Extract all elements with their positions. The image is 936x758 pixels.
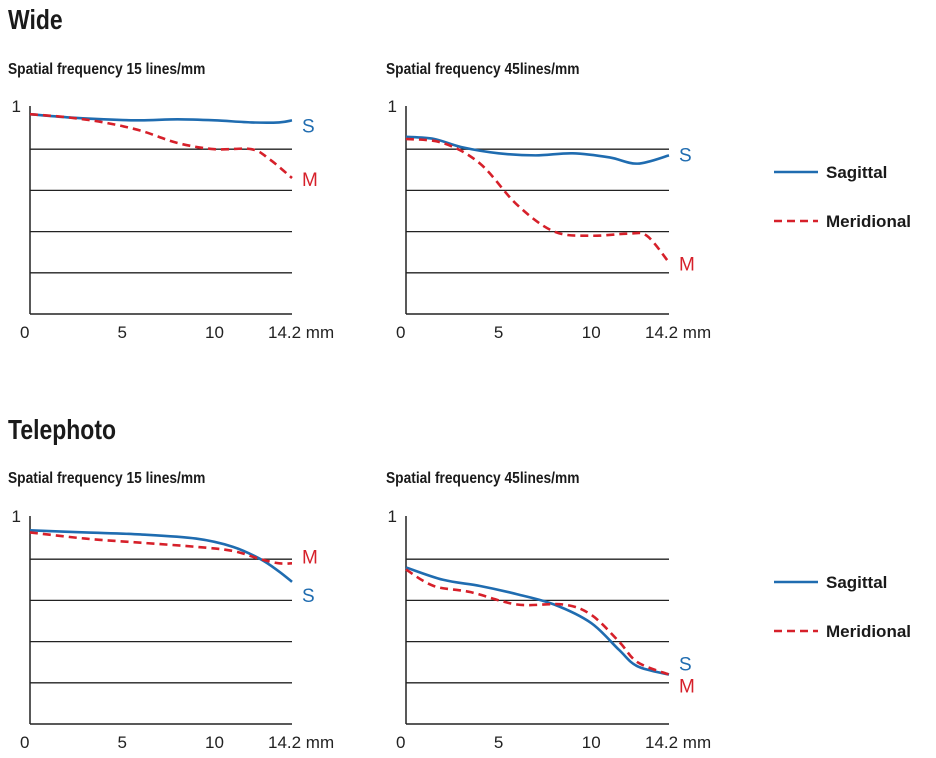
meridional-line-tele-15 [29, 531, 293, 565]
x-tick-label-tele-15-3: 14.2 mm [268, 733, 334, 752]
x-tick-label-tele-45-3: 14.2 mm [645, 733, 711, 752]
legend-telephoto: Sagittal Meridional [774, 573, 911, 641]
meridional-line-wide-45 [405, 137, 671, 264]
legend-label-sagittal: Sagittal [826, 163, 887, 182]
section-title-telephoto: Telephoto [8, 414, 116, 445]
x-tick-label-tele-45-1: 5 [494, 733, 503, 752]
sagittal-line-wide-15 [29, 112, 293, 124]
meridional-end-label-tele-45: M [679, 677, 695, 698]
x-tick-label-tele-15-2: 10 [205, 733, 224, 752]
x-tick-label-wide-45-1: 5 [494, 323, 503, 342]
y-tick-label-wide-45: 1 [388, 97, 397, 116]
meridional-end-label-tele-15: M [302, 547, 318, 568]
x-tick-label-wide-45-3: 14.2 mm [645, 323, 711, 342]
meridional-line-wide-15 [29, 112, 293, 180]
x-tick-label-wide-15-0: 0 [20, 323, 29, 342]
chart-title-wide-15: Spatial frequency 15 lines/mm [8, 61, 206, 78]
x-tick-label-tele-45-0: 0 [396, 733, 405, 752]
sagittal-line-tele-15 [29, 529, 293, 583]
chart-title-tele-45: Spatial frequency 45lines/mm [386, 470, 580, 487]
sagittal-end-label-tele-15: S [302, 586, 315, 607]
legend-label-meridional: Meridional [826, 622, 911, 641]
sagittal-end-label-tele-45: S [679, 655, 692, 676]
y-tick-label-tele-15: 1 [12, 507, 21, 526]
x-tick-label-wide-15-2: 10 [205, 323, 224, 342]
x-tick-label-wide-45-0: 0 [396, 323, 405, 342]
sagittal-end-label-wide-45: S [679, 145, 692, 166]
y-tick-label-tele-45: 1 [388, 507, 397, 526]
x-tick-label-wide-45-2: 10 [582, 323, 601, 342]
legend-label-sagittal: Sagittal [826, 573, 887, 592]
chart-title-wide-45: Spatial frequency 45lines/mm [386, 61, 580, 78]
section-title-wide: Wide [8, 4, 63, 35]
x-tick-label-wide-15-3: 14.2 mm [268, 323, 334, 342]
chart-title-tele-15: Spatial frequency 15 lines/mm [8, 470, 206, 487]
y-tick-label-wide-15: 1 [12, 97, 21, 116]
legend-label-meridional: Meridional [826, 212, 911, 231]
meridional-line-tele-45 [405, 568, 670, 676]
x-tick-label-tele-15-0: 0 [20, 733, 29, 752]
legend-wide: Sagittal Meridional [774, 163, 911, 231]
meridional-end-label-wide-45: M [679, 255, 695, 276]
x-tick-label-tele-15-1: 5 [118, 733, 127, 752]
sagittal-line-wide-45 [405, 135, 670, 165]
meridional-end-label-wide-15: M [302, 170, 318, 191]
sagittal-end-label-wide-15: S [302, 116, 315, 137]
x-tick-label-tele-45-2: 10 [582, 733, 601, 752]
sagittal-line-tele-45 [405, 566, 670, 676]
x-tick-label-wide-15-1: 5 [118, 323, 127, 342]
